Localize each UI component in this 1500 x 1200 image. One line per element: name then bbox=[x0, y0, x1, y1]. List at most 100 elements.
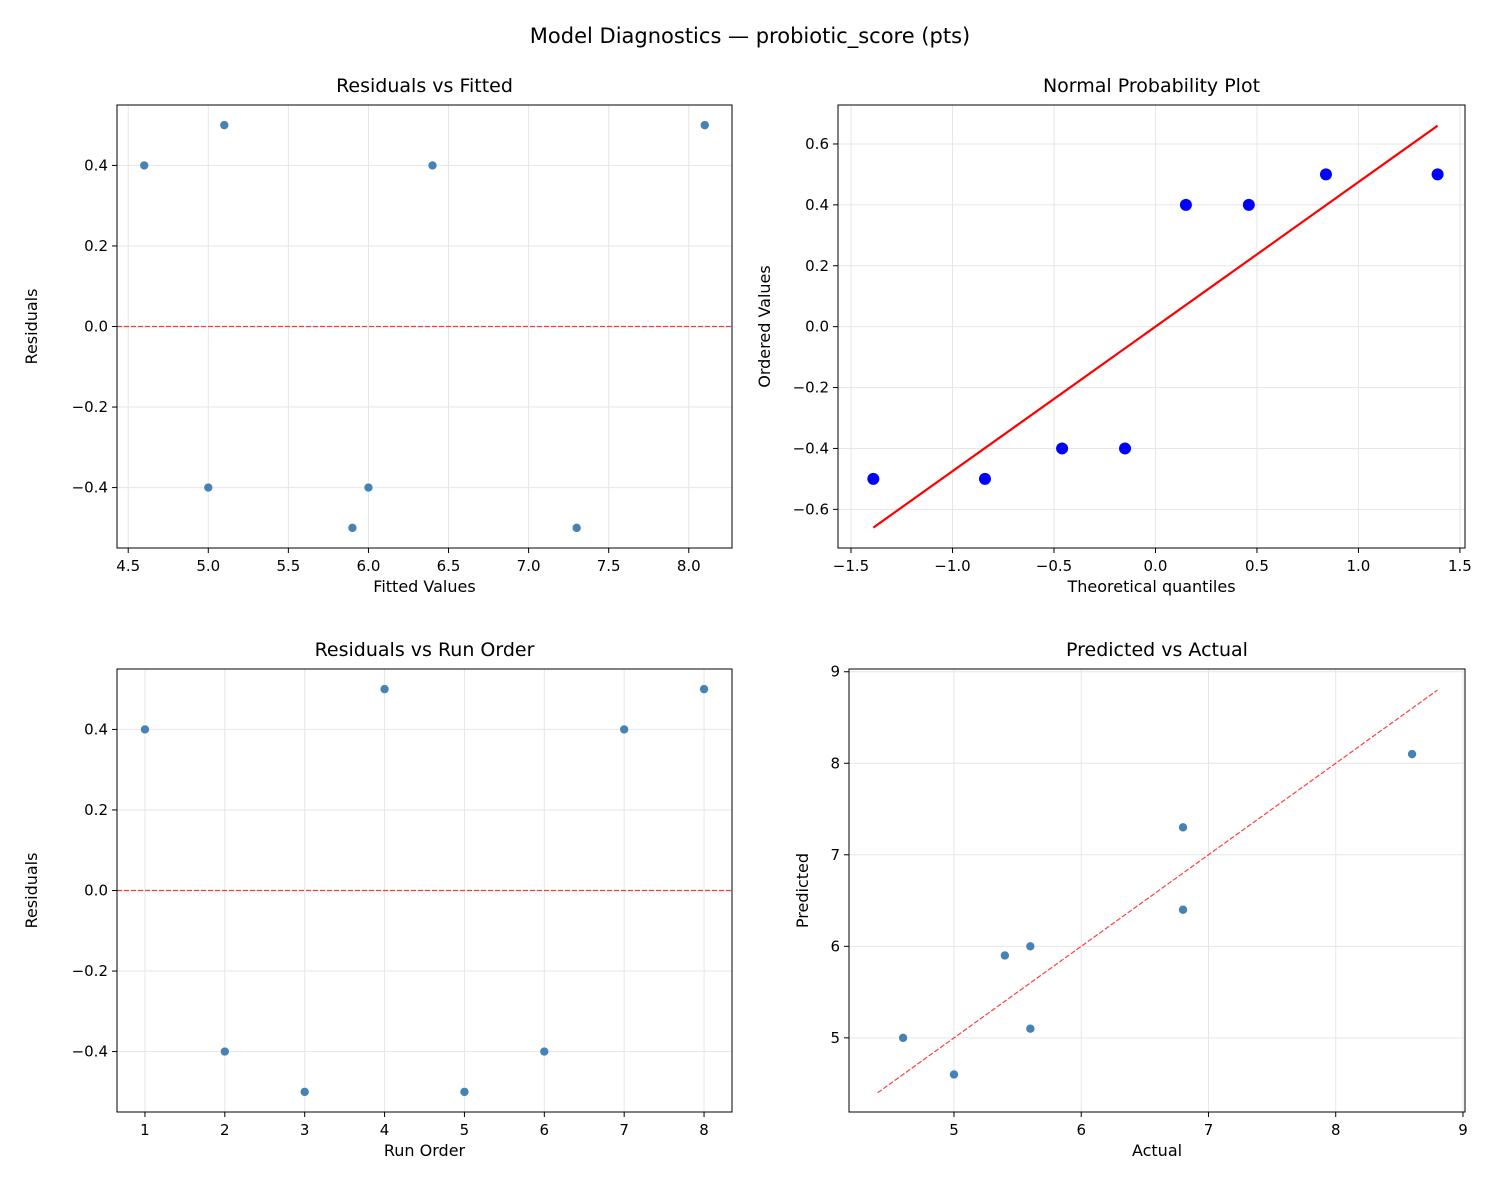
x-tick-label: 8.0 bbox=[677, 557, 701, 575]
data-point bbox=[1178, 822, 1188, 833]
data-point bbox=[379, 684, 390, 694]
data-point bbox=[203, 482, 214, 493]
qq-point bbox=[1431, 168, 1444, 181]
qq-point bbox=[1179, 198, 1192, 211]
x-tick-label: 5.0 bbox=[196, 557, 220, 575]
data-point bbox=[898, 1033, 908, 1043]
identity-reference-line bbox=[877, 689, 1438, 1094]
y-tick-label: 6 bbox=[830, 937, 840, 955]
data-point bbox=[1025, 1023, 1036, 1034]
x-tick-label: 8 bbox=[699, 1121, 709, 1139]
data-point bbox=[1407, 749, 1417, 759]
y-axis-label: Residuals bbox=[22, 853, 41, 929]
subplot-title: Residuals vs Fitted bbox=[336, 75, 513, 97]
x-axis-label: Fitted Values bbox=[373, 577, 475, 596]
x-tick-label: −1.0 bbox=[934, 557, 970, 575]
subplot-title: Residuals vs Run Order bbox=[315, 639, 535, 661]
x-tick-label: 6.5 bbox=[437, 557, 461, 575]
x-tick-label: 4.5 bbox=[116, 557, 140, 575]
x-tick-label: 0.5 bbox=[1245, 557, 1269, 575]
x-tick-label: 5.5 bbox=[276, 557, 300, 575]
y-tick-label: 0.4 bbox=[84, 156, 108, 174]
subplot-3: 1 2 3 4 5 6 7 8 −0.4 −0.2 0.0 0.2 0.4 Residuals vs Ru… bbox=[22, 639, 733, 1160]
subplot-title: Predicted vs Actual bbox=[1066, 639, 1248, 661]
data-point bbox=[539, 1046, 550, 1057]
qq-point bbox=[1119, 442, 1132, 455]
axes-frame bbox=[116, 668, 733, 1113]
y-tick-label: −0.2 bbox=[72, 398, 108, 416]
y-tick-label: 0.0 bbox=[805, 318, 829, 336]
y-tick-label: −0.6 bbox=[793, 500, 829, 518]
subplot-1: 4.5 5.0 5.5 6.0 6.5 7.0 7.5 8.0 −0.4 −0.2 0.0 0.2 0.… bbox=[22, 75, 733, 596]
y-tick-label: −0.4 bbox=[72, 479, 108, 497]
y-tick-label: 5 bbox=[830, 1029, 840, 1047]
qq-point bbox=[1242, 198, 1255, 211]
x-tick-label: 4 bbox=[380, 1121, 390, 1139]
y-tick-label: 0.4 bbox=[805, 196, 829, 214]
data-point bbox=[699, 120, 710, 130]
y-tick-label: −0.4 bbox=[72, 1043, 108, 1061]
x-tick-label: 5 bbox=[949, 1121, 959, 1139]
x-tick-label: 7 bbox=[619, 1121, 629, 1139]
qq-point bbox=[1319, 168, 1332, 181]
data-point bbox=[140, 724, 150, 735]
x-tick-label: 1 bbox=[140, 1121, 150, 1139]
x-tick-label: 0.0 bbox=[1144, 557, 1168, 575]
x-tick-label: −1.5 bbox=[833, 557, 869, 575]
qq-fit-line bbox=[872, 124, 1439, 529]
x-axis-label: Run Order bbox=[384, 1141, 466, 1160]
x-tick-label: −0.5 bbox=[1036, 557, 1072, 575]
subplot-4: 5 6 7 8 9 5 6 7 8 9 Predicted vs Actual Actual Predi… bbox=[793, 639, 1468, 1160]
x-tick-label: 7.0 bbox=[517, 557, 541, 575]
data-point bbox=[347, 523, 358, 533]
y-tick-label: 9 bbox=[830, 663, 840, 681]
y-tick-label: 0.4 bbox=[84, 720, 108, 738]
x-tick-label: 1.0 bbox=[1347, 557, 1371, 575]
y-tick-label: 8 bbox=[830, 754, 840, 772]
data-point bbox=[1000, 950, 1010, 961]
axes-frame bbox=[837, 104, 1466, 549]
y-tick-label: 0.2 bbox=[84, 237, 108, 255]
y-axis-label: Predicted bbox=[793, 853, 812, 928]
data-point bbox=[220, 1046, 230, 1057]
data-point bbox=[571, 523, 582, 533]
y-tick-label: −0.2 bbox=[793, 379, 829, 397]
y-axis-label: Ordered Values bbox=[755, 265, 774, 387]
qq-point bbox=[1056, 442, 1069, 455]
x-tick-label: 7 bbox=[1204, 1121, 1214, 1139]
data-point bbox=[219, 120, 230, 130]
x-tick-label: 3 bbox=[300, 1121, 310, 1139]
x-tick-label: 6 bbox=[1076, 1121, 1086, 1139]
x-tick-label: 9 bbox=[1458, 1121, 1468, 1139]
data-point bbox=[949, 1069, 959, 1080]
x-tick-label: 6 bbox=[540, 1121, 550, 1139]
y-tick-label: 0.2 bbox=[84, 801, 108, 819]
data-point bbox=[459, 1087, 470, 1097]
qq-point bbox=[867, 472, 880, 485]
y-tick-label: −0.4 bbox=[793, 439, 829, 457]
y-axis-label: Residuals bbox=[22, 289, 41, 365]
x-tick-label: 7.5 bbox=[597, 557, 621, 575]
axes-frame bbox=[848, 668, 1466, 1113]
x-tick-label: 1.5 bbox=[1448, 557, 1472, 575]
data-point bbox=[1025, 941, 1036, 952]
x-tick-label: 2 bbox=[220, 1121, 230, 1139]
y-tick-label: 0.2 bbox=[805, 257, 829, 275]
y-tick-label: 0.0 bbox=[84, 318, 108, 336]
data-point bbox=[619, 724, 629, 735]
y-tick-label: −0.2 bbox=[72, 962, 108, 980]
x-axis-label: Actual bbox=[1132, 1141, 1182, 1160]
x-tick-label: 8 bbox=[1331, 1121, 1341, 1139]
data-point bbox=[299, 1087, 310, 1097]
x-tick-label: 5 bbox=[460, 1121, 470, 1139]
data-point bbox=[427, 160, 438, 171]
y-tick-label: 7 bbox=[830, 846, 840, 864]
figure-title: Model Diagnostics — probiotic_score (pts… bbox=[530, 24, 970, 49]
qq-point bbox=[978, 472, 991, 485]
x-axis-label: Theoretical quantiles bbox=[1066, 577, 1235, 596]
data-point bbox=[363, 482, 374, 493]
axes-frame bbox=[116, 104, 733, 549]
y-tick-label: 0.6 bbox=[805, 135, 829, 153]
subplot-2: −1.5 −1.0 −0.5 0.0 0.5 1.0 1.5 −0.6 −0.4 −0.2 0.0 0… bbox=[755, 75, 1472, 596]
